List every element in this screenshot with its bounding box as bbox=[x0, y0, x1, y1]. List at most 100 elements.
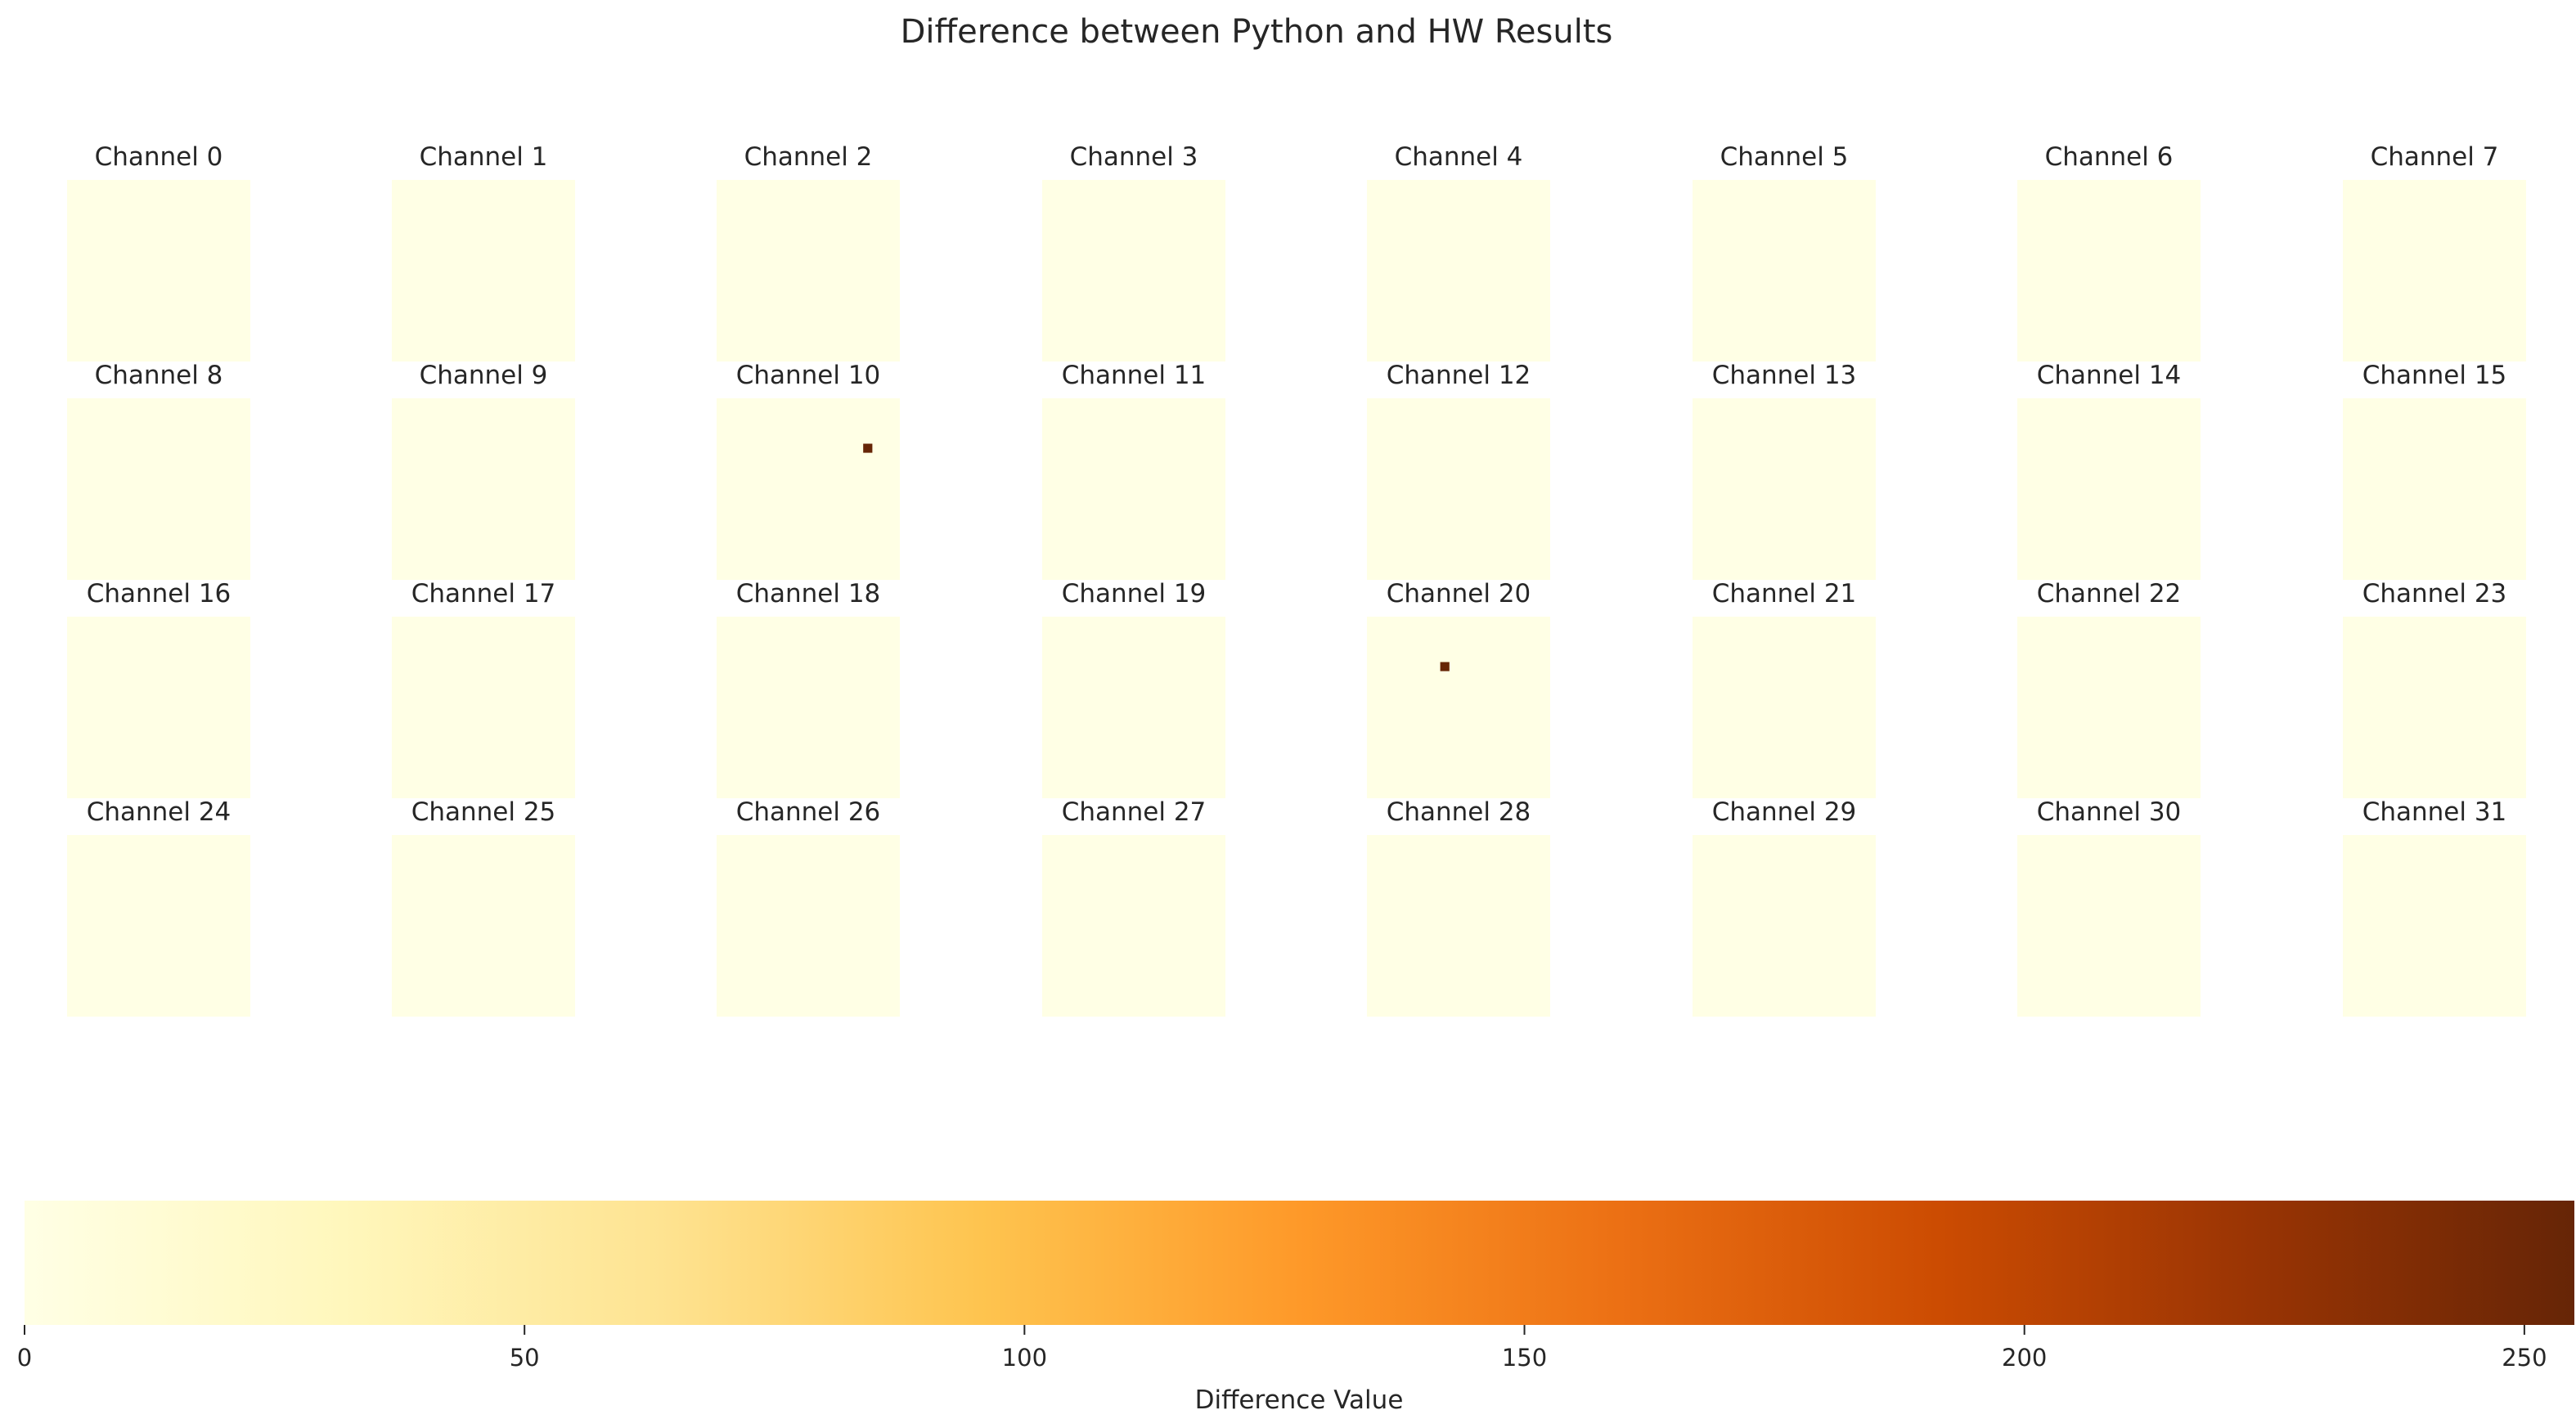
panel-title: Channel 17 bbox=[411, 579, 556, 608]
heatmap-background bbox=[2343, 398, 2526, 580]
panel-title: Channel 2 bbox=[744, 142, 873, 172]
heatmap-background bbox=[2343, 835, 2526, 1017]
heatmap-background bbox=[1367, 180, 1550, 361]
heatmap-panel: Channel 16 bbox=[67, 579, 250, 798]
panel-title: Channel 18 bbox=[736, 579, 881, 608]
colorbar-label: Difference Value bbox=[1195, 1385, 1404, 1415]
heatmap-background bbox=[717, 617, 900, 798]
heatmap-panel: Channel 25 bbox=[392, 797, 575, 1017]
colorbar-tick-label: 250 bbox=[2502, 1344, 2547, 1372]
heatmap-panel: Channel 18 bbox=[717, 579, 900, 798]
panel-title: Channel 4 bbox=[1395, 142, 1523, 172]
heatmap-background bbox=[392, 398, 575, 580]
heatmap-background bbox=[1042, 180, 1225, 361]
heatmap-panel: Channel 8 bbox=[67, 361, 250, 580]
panel-title: Channel 30 bbox=[2037, 797, 2182, 827]
heatmap-background bbox=[1693, 180, 1876, 361]
heatmap-panel: Channel 19 bbox=[1042, 579, 1225, 798]
heatmap-background bbox=[2017, 835, 2201, 1017]
panel-title: Channel 23 bbox=[2362, 579, 2507, 608]
heatmap-background bbox=[67, 180, 250, 361]
heatmap-panel: Channel 1 bbox=[392, 142, 575, 361]
panel-title: Channel 28 bbox=[1387, 797, 1531, 827]
panel-title: Channel 11 bbox=[1062, 361, 1207, 390]
panel-title: Channel 25 bbox=[411, 797, 556, 827]
panel-title: Channel 24 bbox=[87, 797, 232, 827]
heatmap-background bbox=[1367, 617, 1550, 798]
heatmap-panel: Channel 31 bbox=[2343, 797, 2526, 1017]
chart-title: Difference between Python and HW Results bbox=[901, 13, 1613, 51]
heatmap-background bbox=[67, 398, 250, 580]
heatmap-background bbox=[392, 835, 575, 1017]
colorbar: 0 50 100 150 200 250 Difference Value bbox=[17, 1201, 2574, 1415]
heatmap-panel: Channel 0 bbox=[67, 142, 250, 361]
heatmap-panels: Channel 0 Channel 1 Channel 2 Channel 3 Chan… bbox=[67, 142, 2526, 1017]
panel-title: Channel 19 bbox=[1062, 579, 1207, 608]
panel-title: Channel 6 bbox=[2045, 142, 2174, 172]
heatmap-background bbox=[717, 398, 900, 580]
heatmap-background bbox=[392, 180, 575, 361]
heatmap-panel: Channel 9 bbox=[392, 361, 575, 580]
heatmap-panel: Channel 30 bbox=[2017, 797, 2201, 1017]
heatmap-background bbox=[392, 617, 575, 798]
panel-title: Channel 7 bbox=[2371, 142, 2499, 172]
panel-title: Channel 3 bbox=[1070, 142, 1198, 172]
heatmap-background bbox=[2017, 398, 2201, 580]
heatmap-panel: Channel 12 bbox=[1367, 361, 1550, 580]
heatmap-panel: Channel 10 bbox=[717, 361, 900, 580]
heatmap-panel: Channel 7 bbox=[2343, 142, 2526, 361]
panel-title: Channel 31 bbox=[2362, 797, 2507, 827]
heatmap-background bbox=[2343, 180, 2526, 361]
heatmap-panel: Channel 26 bbox=[717, 797, 900, 1017]
heatmap-panel: Channel 27 bbox=[1042, 797, 1225, 1017]
heatmap-background bbox=[67, 617, 250, 798]
panel-title: Channel 13 bbox=[1712, 361, 1857, 390]
heatmap-panel: Channel 3 bbox=[1042, 142, 1225, 361]
panel-title: Channel 12 bbox=[1387, 361, 1531, 390]
panel-title: Channel 22 bbox=[2037, 579, 2182, 608]
colorbar-tick-label: 50 bbox=[510, 1344, 540, 1372]
heatmap-background bbox=[2343, 617, 2526, 798]
heatmap-background bbox=[67, 835, 250, 1017]
heatmap-panel: Channel 23 bbox=[2343, 579, 2526, 798]
colorbar-gradient bbox=[25, 1201, 2574, 1325]
heatmap-background bbox=[1693, 617, 1876, 798]
colorbar-tick-label: 150 bbox=[1502, 1344, 1547, 1372]
heatmap-panel: Channel 5 bbox=[1693, 142, 1876, 361]
panel-title: Channel 1 bbox=[420, 142, 548, 172]
panel-title: Channel 27 bbox=[1062, 797, 1207, 827]
heatmap-background bbox=[717, 835, 900, 1017]
heatmap-panel: Channel 22 bbox=[2017, 579, 2201, 798]
heatmap-panel: Channel 11 bbox=[1042, 361, 1225, 580]
heatmap-background bbox=[1367, 835, 1550, 1017]
heatmap-panel: Channel 14 bbox=[2017, 361, 2201, 580]
panel-title: Channel 21 bbox=[1712, 579, 1857, 608]
heatmap-panel: Channel 20 bbox=[1367, 579, 1550, 798]
panel-title: Channel 20 bbox=[1387, 579, 1531, 608]
heatmap-panel: Channel 13 bbox=[1693, 361, 1876, 580]
heatmap-panel: Channel 21 bbox=[1693, 579, 1876, 798]
colorbar-ticks: 0 50 100 150 200 250 bbox=[17, 1325, 2547, 1372]
heatmap-background bbox=[2017, 180, 2201, 361]
heatmap-background bbox=[1693, 835, 1876, 1017]
heatmap-panel: Channel 29 bbox=[1693, 797, 1876, 1017]
panel-title: Channel 14 bbox=[2037, 361, 2182, 390]
panel-title: Channel 5 bbox=[1720, 142, 1849, 172]
heatmap-panel: Channel 4 bbox=[1367, 142, 1550, 361]
panel-title: Channel 8 bbox=[95, 361, 223, 390]
heatmap-background bbox=[1367, 398, 1550, 580]
heatmap-background bbox=[1042, 398, 1225, 580]
heatmap-panel: Channel 17 bbox=[392, 579, 575, 798]
heatmap-panel: Channel 15 bbox=[2343, 361, 2526, 580]
heatmap-panel: Channel 6 bbox=[2017, 142, 2201, 361]
colorbar-tick-label: 200 bbox=[2002, 1344, 2047, 1372]
heatmap-background bbox=[1042, 835, 1225, 1017]
heatmap-background bbox=[1042, 617, 1225, 798]
heatmap-cell bbox=[1440, 662, 1450, 671]
panel-title: Channel 0 bbox=[95, 142, 223, 172]
heatmap-background bbox=[1693, 398, 1876, 580]
heatmap-panel: Channel 2 bbox=[717, 142, 900, 361]
heatmap-background bbox=[717, 180, 900, 361]
panel-title: Channel 16 bbox=[87, 579, 232, 608]
